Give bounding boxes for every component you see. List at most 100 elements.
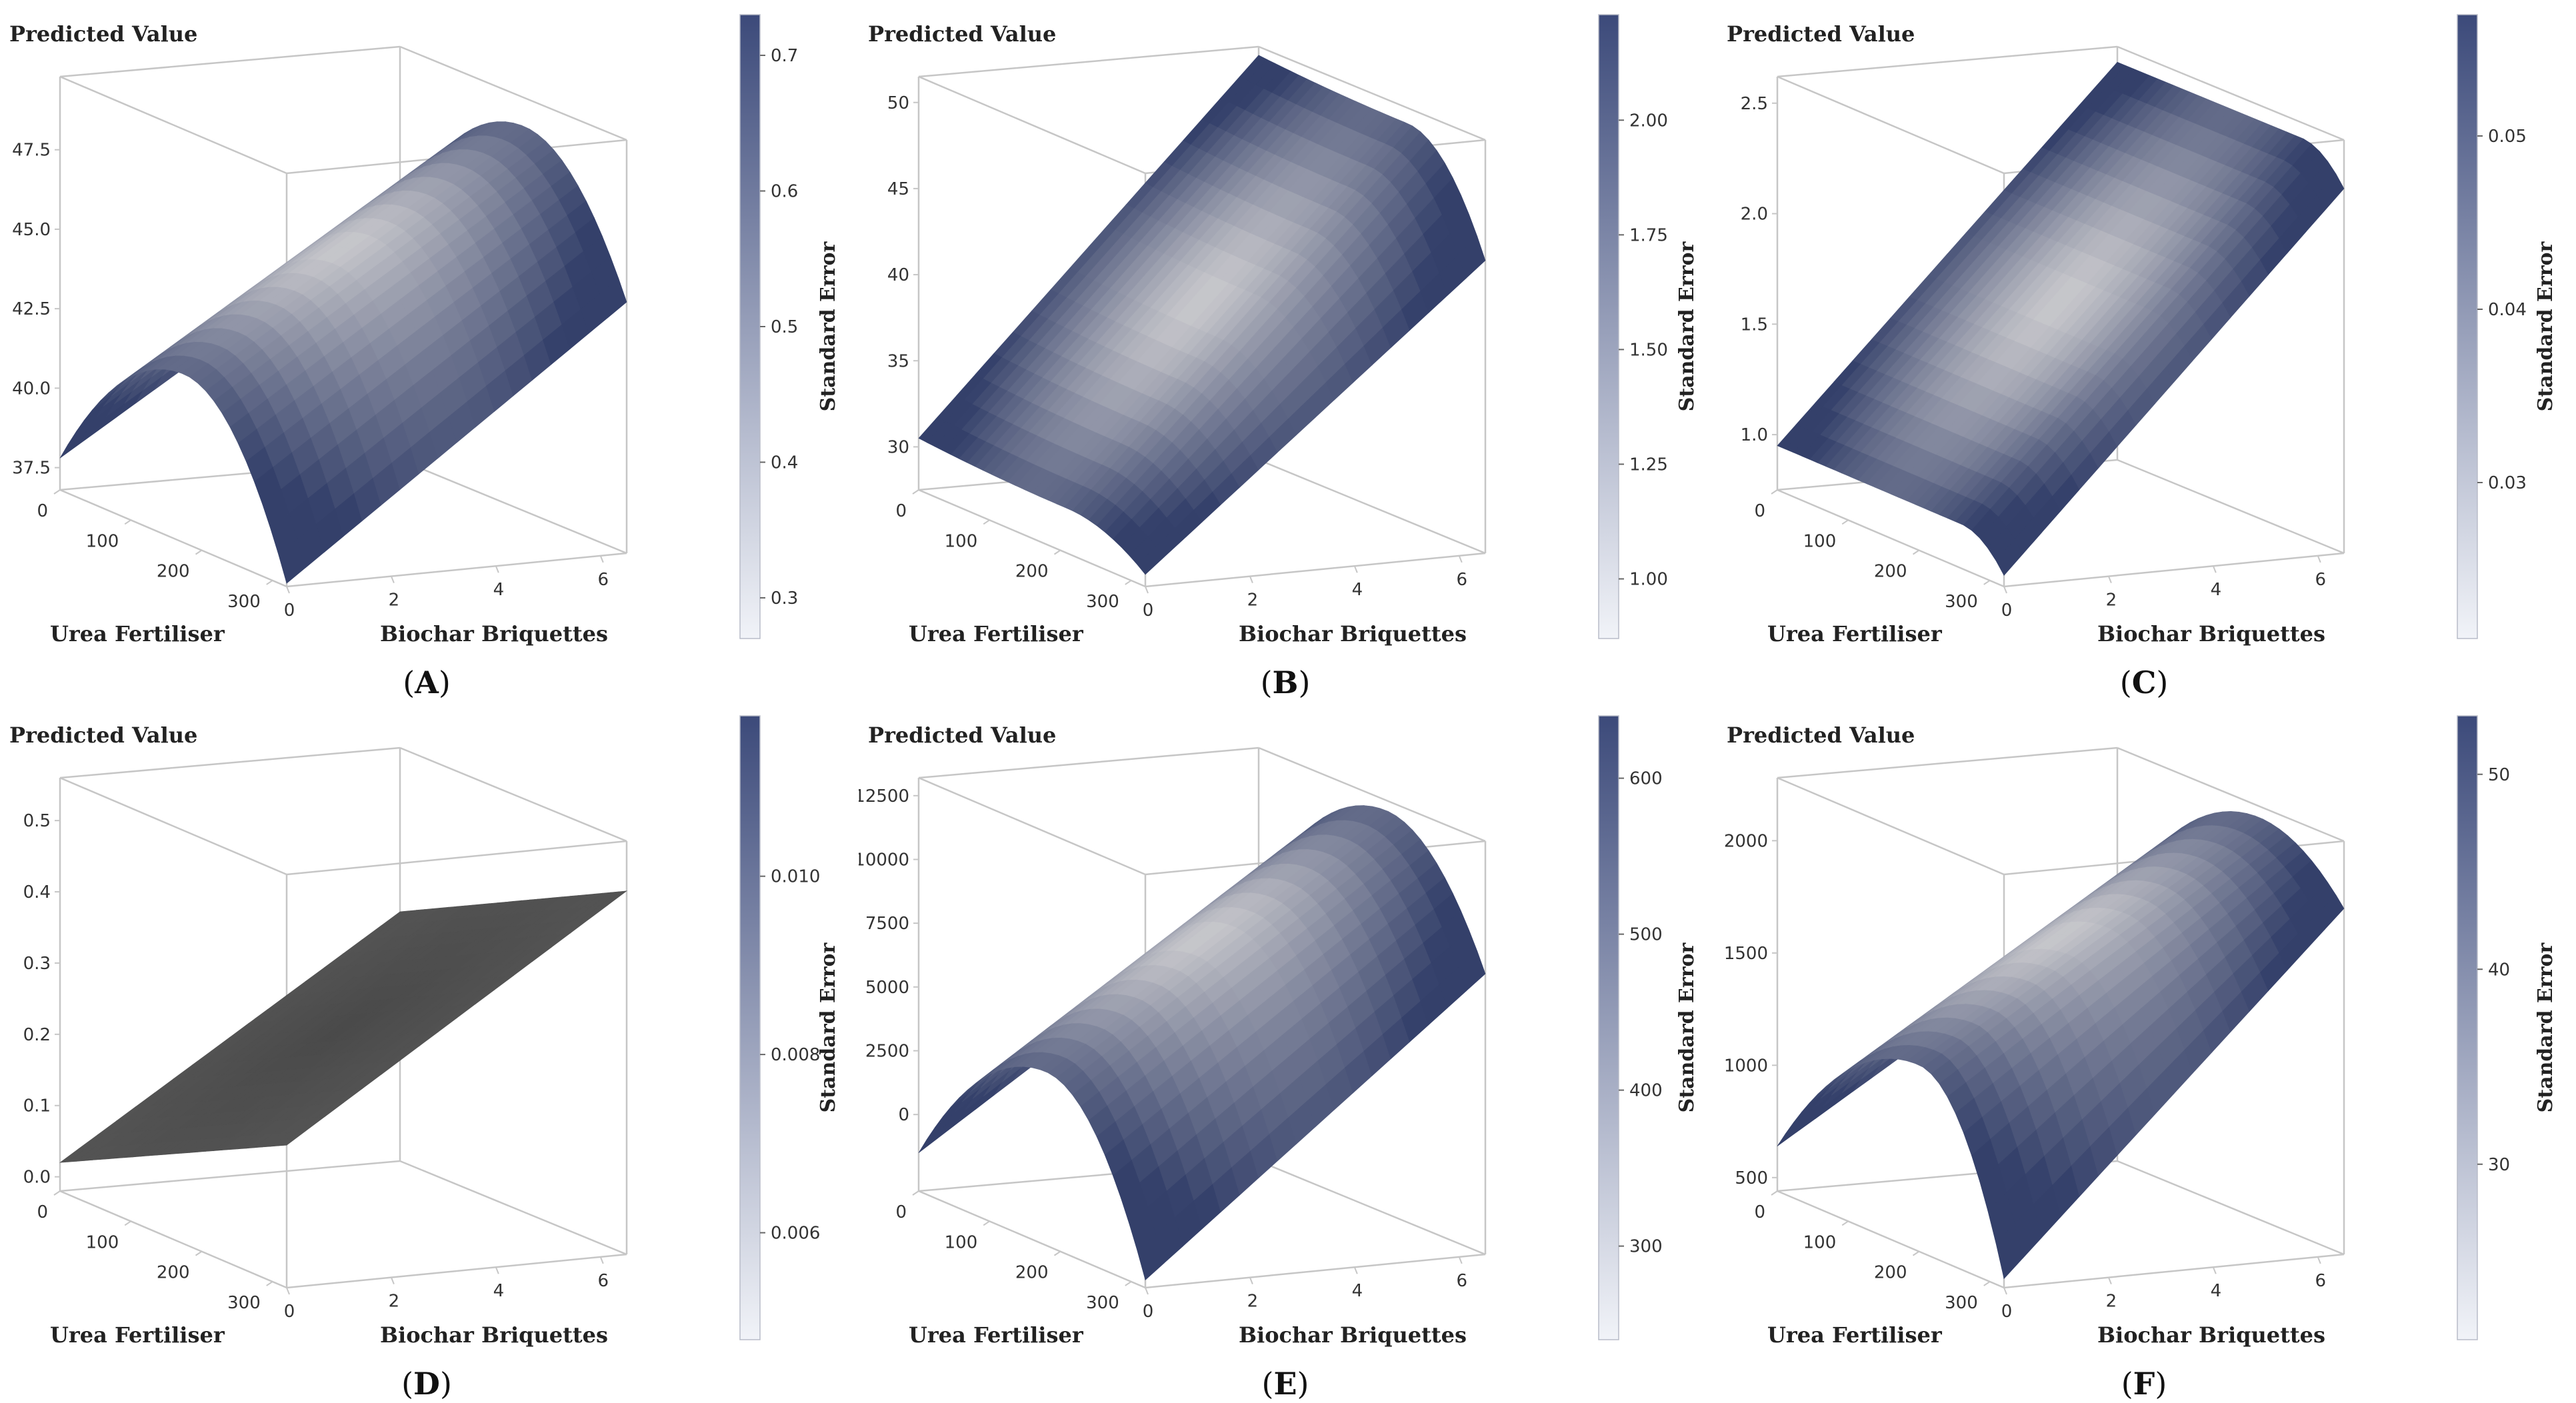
box-edge-base-front-left xyxy=(918,489,1146,588)
colorbar-tick-label: 0.04 xyxy=(2488,300,2527,320)
x-axis-title: Urea Fertiliser xyxy=(50,1322,225,1348)
x-tick-mark xyxy=(1125,1281,1132,1286)
y-tick-mark xyxy=(1353,565,1358,573)
x-tick-mark xyxy=(983,1220,990,1226)
colorbar-tick-label: 0.7 xyxy=(771,46,798,66)
response-surface xyxy=(59,890,628,1163)
box-edge-top-back xyxy=(1777,45,2118,78)
colorbar xyxy=(1598,715,1619,1340)
y-tick-label: 2 xyxy=(1247,591,1259,611)
y-tick-label: 6 xyxy=(2315,1271,2326,1291)
x-tick-label: 100 xyxy=(945,1232,978,1252)
panel-A: 37.5 40.0 42.5 45.0 47.5 0 100 200 300 0 2 4 6 Predic… xyxy=(9,14,840,701)
response-surface xyxy=(59,121,627,584)
colorbar xyxy=(2457,715,2478,1340)
colorbar-title: Standard Error xyxy=(1675,942,1699,1112)
colorbar-tick-label: 500 xyxy=(1629,925,1663,945)
z-tick-label: 37.5 xyxy=(12,459,51,479)
colorbar-tick-label: 0.3 xyxy=(771,589,798,609)
panel-letter: (D) xyxy=(401,1366,452,1402)
x-tick-label: 0 xyxy=(895,501,907,521)
box-edge-base-back-left xyxy=(59,1160,401,1192)
z-tick-label: 0.2 xyxy=(23,1025,51,1045)
z-tick-label: 1000 xyxy=(1724,1056,1768,1076)
x-tick-label: 0 xyxy=(37,1202,48,1222)
colorbar-tick-label: 50 xyxy=(2488,765,2510,785)
colorbar-tick-label: 1.75 xyxy=(1629,225,1668,245)
colorbar-tick-label: 40 xyxy=(2488,960,2510,980)
box-edge-top-left xyxy=(59,776,287,876)
x-tick-mark xyxy=(266,580,273,585)
box-edge-top-right xyxy=(399,746,627,842)
panel-letter: (C) xyxy=(2120,665,2169,701)
surface-patch xyxy=(2317,173,2345,211)
y-tick-label: 6 xyxy=(1456,1271,1467,1291)
y-tick-mark xyxy=(1458,1256,1463,1264)
y-tick-mark xyxy=(1249,1277,1253,1284)
y-tick-mark xyxy=(2107,576,2112,583)
y-tick-label: 6 xyxy=(597,1271,609,1291)
colorbar-tick-label: 1.25 xyxy=(1629,455,1668,475)
box-edge-base-front-left xyxy=(918,1190,1146,1289)
box-edge-top-left xyxy=(918,75,1146,175)
x-tick-label: 300 xyxy=(1086,592,1119,612)
x-tick-mark xyxy=(195,549,203,555)
y-tick-mark xyxy=(1249,576,1253,583)
x-tick-mark xyxy=(1983,1281,1991,1286)
x-tick-mark xyxy=(912,489,919,495)
y-axis-title: Biochar Briquettes xyxy=(2097,621,2325,647)
y-axis-title: Biochar Briquettes xyxy=(1239,621,1467,647)
box-edge-base-front-right xyxy=(286,552,627,588)
colorbar-tick-label: 0.5 xyxy=(771,317,798,337)
surface-patch xyxy=(918,1124,946,1153)
panel-letter: (F) xyxy=(2121,1366,2167,1402)
z-tick-label: 1500 xyxy=(1724,944,1768,964)
box-edge-base-front-left xyxy=(59,489,287,588)
x-axis-title: Urea Fertiliser xyxy=(50,621,225,647)
colorbar-tick-label: 600 xyxy=(1629,769,1663,789)
colorbar xyxy=(739,715,761,1340)
y-tick-label: 4 xyxy=(493,1281,505,1301)
colorbar xyxy=(2457,14,2478,639)
response-surface xyxy=(918,805,1486,1281)
box-edge-top-back xyxy=(59,746,401,779)
x-tick-label: 200 xyxy=(1874,562,1907,582)
z-tick-label: 2500 xyxy=(865,1042,909,1062)
surface-patch xyxy=(1458,236,1486,279)
colorbar-title: Standard Error xyxy=(2534,241,2557,411)
y-tick-label: 2 xyxy=(1247,1292,1259,1312)
z-tick-label: 7500 xyxy=(865,914,909,934)
x-tick-label: 100 xyxy=(945,531,978,551)
y-tick-mark xyxy=(2317,1256,2321,1264)
x-tick-mark xyxy=(1125,580,1132,585)
z-tick-label: 40 xyxy=(887,265,909,285)
y-tick-label: 2 xyxy=(2106,591,2117,611)
response-surface xyxy=(1777,810,2345,1280)
z-tick-label: 47.5 xyxy=(12,141,51,161)
colorbar-tick-label: 0.05 xyxy=(2488,127,2527,147)
box-edge-top-left xyxy=(59,75,287,175)
z-tick-label: 0 xyxy=(898,1105,909,1125)
z-tick-label: 50 xyxy=(887,93,909,113)
z-tick-label: 2.0 xyxy=(1741,205,1768,225)
x-tick-label: 200 xyxy=(157,1263,190,1283)
box-edge-base-front-right xyxy=(2003,552,2345,588)
x-tick-label: 0 xyxy=(1754,501,1765,521)
x-tick-mark xyxy=(1912,1250,1920,1256)
y-tick-label: 6 xyxy=(1456,570,1467,590)
y-tick-label: 4 xyxy=(2211,580,2222,600)
z-tick-label: 0.1 xyxy=(23,1096,51,1116)
x-tick-mark xyxy=(983,519,990,525)
box-edge-base-front-left xyxy=(1777,1190,2005,1289)
box-edge-base-front-left xyxy=(1777,489,2005,588)
surface-patch xyxy=(2317,894,2345,930)
box-edge-base-front-right xyxy=(286,1253,627,1289)
y-tick-label: 0 xyxy=(2001,1302,2013,1322)
z-tick-label: 0.3 xyxy=(23,954,51,974)
y-tick-label: 0 xyxy=(284,1302,295,1322)
x-tick-label: 300 xyxy=(1945,592,1978,612)
z-axis-title: Predicted Value xyxy=(1727,722,1915,748)
colorbar-tick-label: 0.010 xyxy=(771,867,820,887)
x-tick-label: 100 xyxy=(86,1232,119,1252)
panel-B: 30 35 40 45 50 0 100 200 300 0 2 4 6 Predicted Value U… xyxy=(868,14,1699,701)
